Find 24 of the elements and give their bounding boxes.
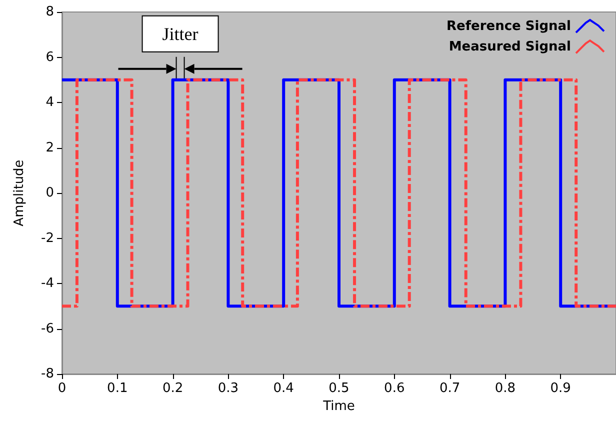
y-tick-label: -6 — [41, 321, 54, 336]
y-axis-title: Amplitude — [12, 160, 27, 226]
x-tick-label: 0.4 — [273, 381, 294, 396]
y-tick-label: 2 — [46, 140, 54, 156]
y-tick-label: 4 — [46, 95, 54, 110]
x-tick-label: 0.7 — [439, 381, 460, 396]
x-tick-label: 0.9 — [550, 381, 571, 396]
x-tick-label: 0.6 — [384, 381, 405, 396]
x-tick-label: 0.2 — [162, 381, 184, 396]
x-axis-title: Time — [322, 399, 355, 414]
y-tick-label: 6 — [46, 50, 54, 65]
x-tick-label: 0.5 — [328, 381, 350, 396]
y-tick-label: 0 — [46, 186, 54, 200]
x-tick-label: 0.1 — [107, 381, 128, 396]
y-tick-label: -2 — [41, 230, 54, 246]
legend-label: Measured Signal — [448, 39, 571, 54]
y-tick-label: -8 — [41, 366, 54, 382]
x-tick-label: 0.3 — [218, 381, 239, 396]
y-tick-label: -4 — [41, 276, 54, 291]
y-tick-label: 8 — [46, 4, 54, 20]
annotation: Jitter — [162, 24, 198, 44]
x-tick-label: 0 — [58, 381, 66, 396]
x-tick-label: 0.8 — [494, 381, 516, 396]
legend-label: Reference Signal — [446, 18, 571, 34]
